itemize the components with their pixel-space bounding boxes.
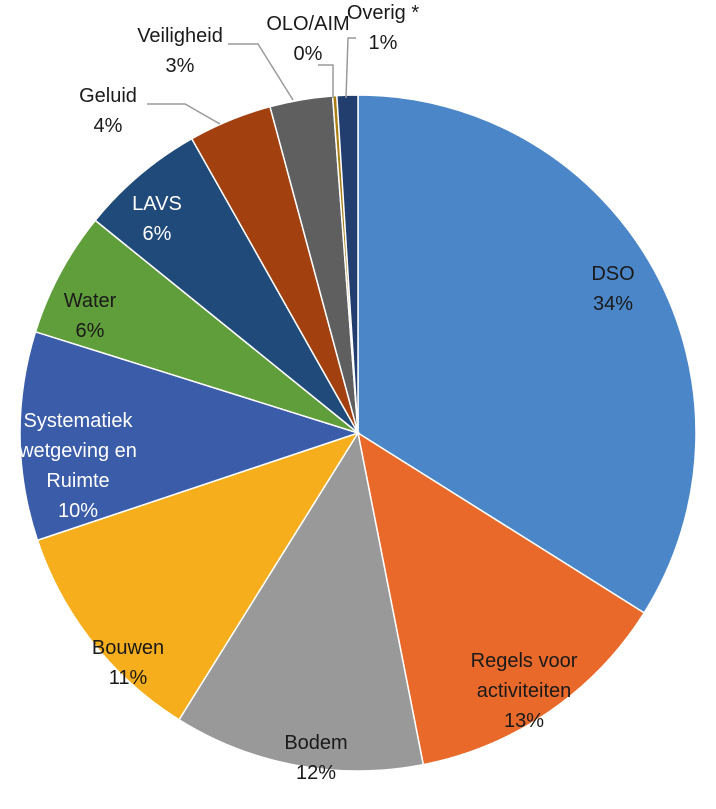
slice-percent-label: 12% bbox=[296, 762, 336, 784]
pie-slice-bodem bbox=[177, 430, 425, 772]
leader-line-veiligheid bbox=[228, 43, 294, 101]
pie-slice-water bbox=[34, 219, 359, 434]
slice-percent-label: 0% bbox=[294, 43, 323, 65]
slice-label-lavs: LAVS 6% bbox=[132, 193, 182, 245]
slice-label-dso: DSO 34% bbox=[591, 263, 634, 315]
slice-percent-label: 13% bbox=[504, 710, 544, 732]
slice-name-label: Bodem bbox=[284, 732, 347, 754]
slice-name-label: OLO/AIM bbox=[266, 13, 349, 35]
slice-name-label: Bouwen bbox=[92, 637, 164, 659]
leader-line-overig bbox=[345, 37, 356, 99]
slice-name-label: Geluid bbox=[79, 85, 137, 107]
slice-label-systematiek-wetgeving-en-ruimte: Systematiek wetgeving en Ruimte 10% bbox=[18, 410, 137, 522]
pie-slice-lavs bbox=[94, 137, 359, 434]
leader-line-olo-aim bbox=[318, 64, 334, 98]
slice-name-label: activiteiten bbox=[477, 680, 572, 702]
slice-name-label: DSO bbox=[591, 263, 634, 285]
slice-percent-label: 3% bbox=[166, 55, 195, 77]
slice-percent-label: 11% bbox=[109, 667, 148, 689]
slice-label-water: Water 6% bbox=[64, 290, 117, 342]
slice-percent-label: 34% bbox=[593, 293, 633, 315]
labels-layer: DSO 34% Regels voor activiteiten 13% Bodem 12%… bbox=[18, 2, 635, 784]
slice-name-label: LAVS bbox=[132, 193, 182, 215]
slice-label-bodem: Bodem 12% bbox=[284, 732, 347, 784]
slice-percent-label: 1% bbox=[369, 32, 398, 54]
pie-slice-regels-voor-activiteiten bbox=[356, 431, 646, 766]
slice-percent-label: 4% bbox=[94, 115, 123, 137]
slice-name-label: Veiligheid bbox=[137, 25, 223, 47]
slice-percent-label: 10% bbox=[58, 500, 98, 522]
slice-label-bouwen: Bouwen 11% bbox=[92, 637, 164, 689]
slice-label-veiligheid: Veiligheid 3% bbox=[137, 25, 223, 77]
pie-slice-dso bbox=[357, 94, 697, 614]
slice-label-olo-aim: OLO/AIM 0% bbox=[266, 13, 349, 65]
slice-name-label: Ruimte bbox=[46, 470, 109, 492]
slice-name-label: Regels voor bbox=[471, 650, 578, 672]
slice-label-overig: Overig * 1% bbox=[347, 2, 419, 54]
pie-slice-systematiek-wetgeving-en-ruimte bbox=[19, 330, 361, 542]
pie-slice-bouwen bbox=[36, 431, 360, 721]
leader-lines-layer bbox=[147, 37, 356, 125]
pie-slice-overig bbox=[336, 94, 359, 434]
slice-percent-label: 6% bbox=[76, 320, 105, 342]
slice-label-regels-voor-activiteiten: Regels voor activiteiten 13% bbox=[471, 650, 578, 732]
slice-percent-label: 6% bbox=[143, 223, 172, 245]
slice-name-label: Overig * bbox=[347, 2, 419, 24]
slice-label-geluid: Geluid 4% bbox=[79, 85, 137, 137]
slice-name-label: wetgeving en bbox=[18, 440, 137, 462]
slices-layer bbox=[19, 94, 697, 772]
slice-name-label: Water bbox=[64, 290, 117, 312]
slice-name-label: Systematiek bbox=[24, 410, 134, 432]
leader-line-geluid bbox=[147, 103, 221, 125]
